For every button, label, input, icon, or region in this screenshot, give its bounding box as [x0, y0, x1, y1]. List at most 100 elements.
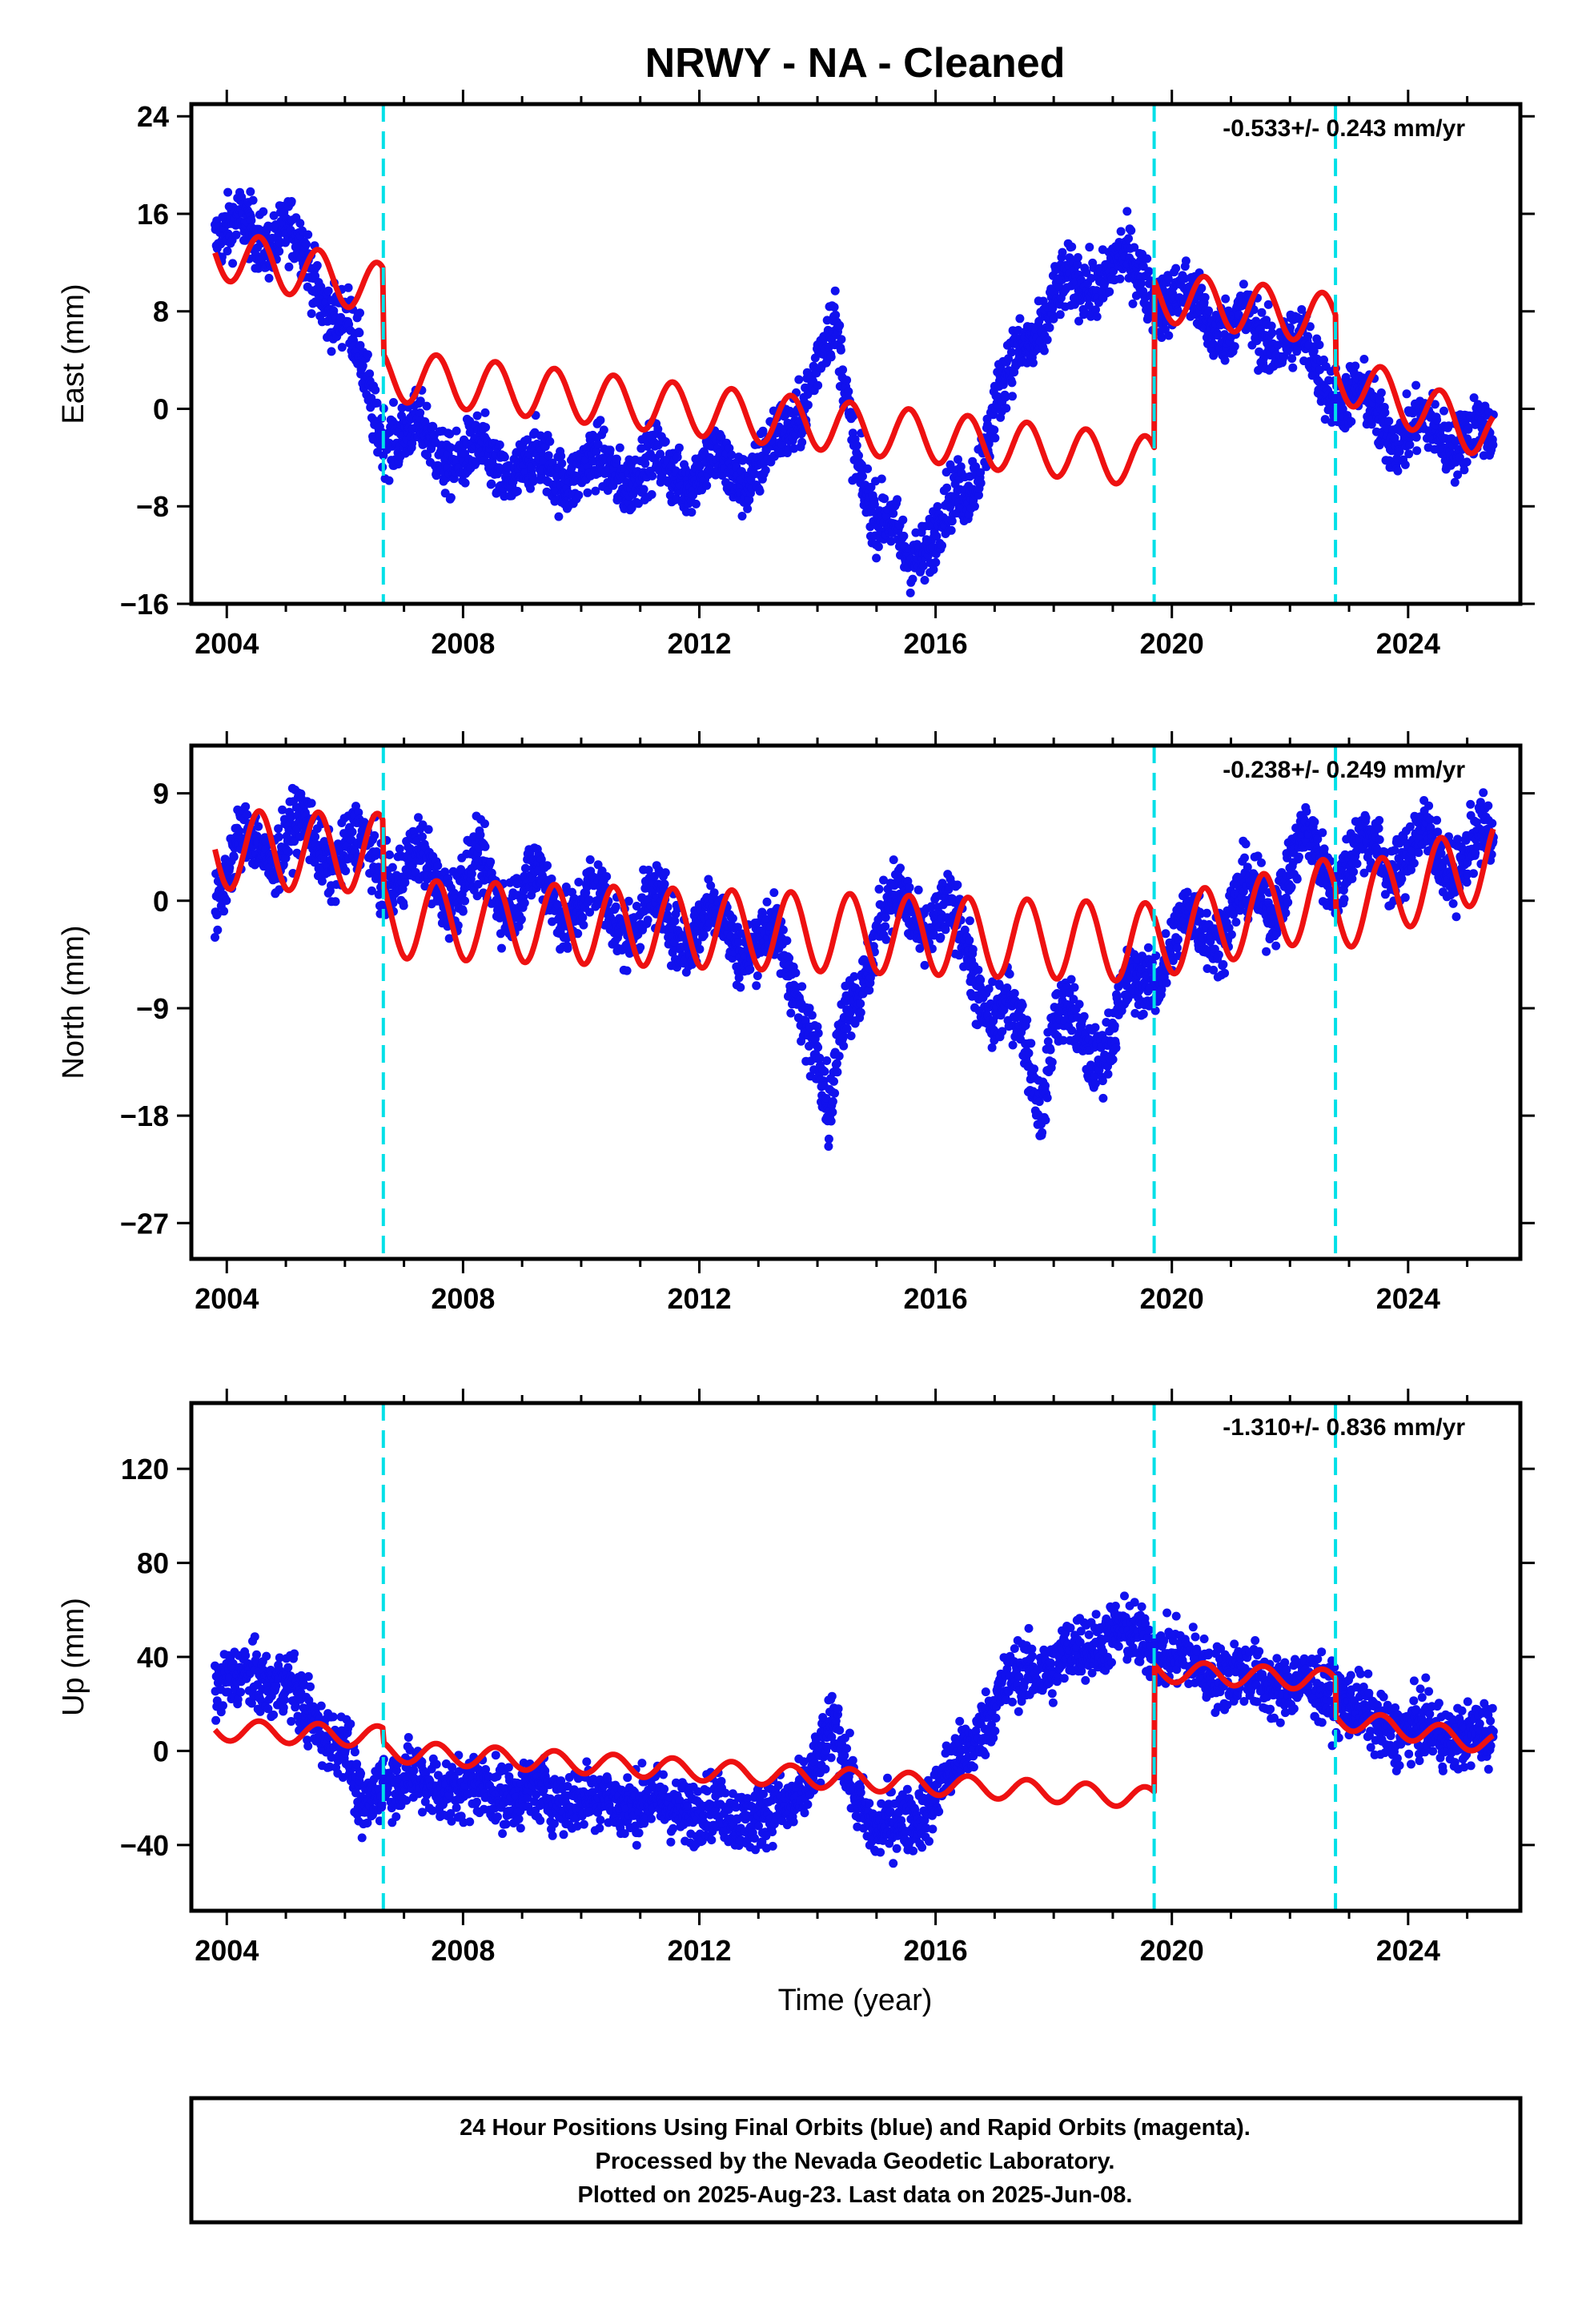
north-observation-point: [1108, 1055, 1118, 1064]
east-observation-point: [1359, 355, 1369, 364]
east-observation-point: [931, 557, 941, 567]
east-observation-point: [1105, 287, 1114, 296]
north-observation-point: [1041, 1081, 1050, 1091]
north-observation-point: [229, 852, 239, 862]
east-observation-point: [844, 387, 853, 396]
north-observation-point: [782, 936, 792, 946]
east-observation-point: [639, 485, 648, 494]
north-observation-point: [643, 915, 652, 925]
north-observation-point: [941, 925, 950, 935]
east-observation-point: [303, 230, 313, 239]
east-observation-point: [687, 508, 697, 517]
east-observation-point: [1142, 254, 1152, 263]
north-observation-point: [400, 878, 410, 887]
east-observation-point: [500, 452, 509, 462]
east-observation-point: [605, 445, 615, 455]
east-observation-point: [248, 195, 258, 205]
east-observation-point: [673, 452, 682, 462]
east-observation-point: [389, 398, 398, 407]
east-x-tick-label: 2012: [667, 627, 731, 660]
east-observation-point: [446, 493, 456, 502]
east-observation-point: [545, 436, 555, 446]
east-observation-point: [1404, 449, 1414, 459]
east-observation-point: [384, 476, 394, 485]
north-observation-point: [520, 863, 530, 873]
north-observation-point: [1005, 969, 1014, 979]
east-observation-point: [423, 451, 432, 460]
north-observation-point: [778, 925, 788, 935]
north-observation-point: [424, 825, 433, 834]
east-observation-point: [990, 425, 999, 435]
east-observation-point: [1288, 363, 1298, 372]
north-observation-point: [728, 914, 737, 923]
east-observation-point: [327, 347, 336, 356]
north-observation-point: [1047, 1057, 1057, 1067]
east-observation-point: [481, 423, 491, 432]
east-observation-point: [422, 401, 432, 411]
east-observation-point: [1007, 378, 1017, 388]
east-observation-point: [842, 376, 852, 385]
east-observation-point: [1221, 294, 1231, 304]
north-observation-point: [370, 830, 379, 840]
east-observation-point: [1460, 465, 1469, 475]
north-observation-point: [579, 920, 588, 930]
east-observation-point: [905, 588, 915, 597]
east-observation-point: [826, 352, 836, 362]
north-observation-point: [1090, 1023, 1100, 1032]
east-observation-point: [1411, 380, 1421, 390]
north-observation-point: [1018, 1000, 1027, 1010]
east-observation-point: [1200, 292, 1210, 302]
east-observation-point: [365, 369, 375, 379]
north-observation-point: [341, 866, 351, 875]
east-observation-point: [554, 512, 564, 521]
east-observation-point: [1393, 466, 1403, 476]
east-x-tick-label: 2020: [1140, 627, 1204, 660]
north-observation-point: [826, 1116, 836, 1126]
east-observation-point: [920, 576, 930, 585]
north-observation-point: [838, 1033, 848, 1043]
north-observation-point: [1024, 1048, 1034, 1058]
east-observation-point: [495, 440, 504, 449]
north-observation-point: [661, 868, 670, 878]
east-observation-point: [1015, 314, 1025, 324]
north-observation-point: [762, 897, 772, 907]
east-y-axis-label: East (mm): [57, 283, 90, 424]
north-observation-point: [920, 960, 930, 970]
north-observation-point: [476, 830, 485, 839]
east-observation-point: [446, 443, 456, 452]
north-observation-point: [516, 915, 526, 924]
north-observation-point: [822, 1056, 832, 1065]
north-observation-point: [1022, 1015, 1032, 1025]
north-observation-point: [414, 813, 423, 822]
east-observation-point: [899, 531, 909, 541]
east-observation-point: [830, 286, 840, 296]
east-observation-point: [836, 345, 845, 355]
north-observation-point: [839, 1041, 849, 1051]
north-observation-point: [974, 965, 983, 975]
east-observation-point: [1384, 416, 1394, 426]
east-observation-point: [355, 328, 364, 338]
east-rate-annotation: -0.533+/- 0.243 mm/yr: [1223, 115, 1465, 142]
north-observation-point: [243, 810, 252, 819]
north-observation-point: [769, 888, 779, 898]
east-observation-point: [284, 262, 294, 271]
east-observation-point: [1239, 279, 1248, 289]
east-observation-point: [1002, 404, 1011, 413]
north-observation-point: [830, 1088, 840, 1098]
north-observation-point: [824, 1134, 833, 1144]
north-observation-point: [660, 879, 669, 889]
north-observation-point: [752, 981, 761, 991]
north-observation-point: [543, 861, 552, 870]
chart-title: NRWY - NA - Cleaned: [645, 40, 1066, 86]
north-observation-point: [331, 897, 340, 907]
east-x-tick-label: 2024: [1376, 627, 1440, 660]
east-observation-point: [615, 443, 624, 452]
east-observation-point: [275, 247, 284, 256]
east-observation-point: [1400, 460, 1410, 469]
east-observation-point: [838, 365, 848, 375]
east-observation-point: [661, 437, 670, 446]
east-observation-point: [1220, 356, 1230, 365]
north-observation-point: [889, 855, 898, 865]
east-observation-point: [1204, 306, 1214, 316]
